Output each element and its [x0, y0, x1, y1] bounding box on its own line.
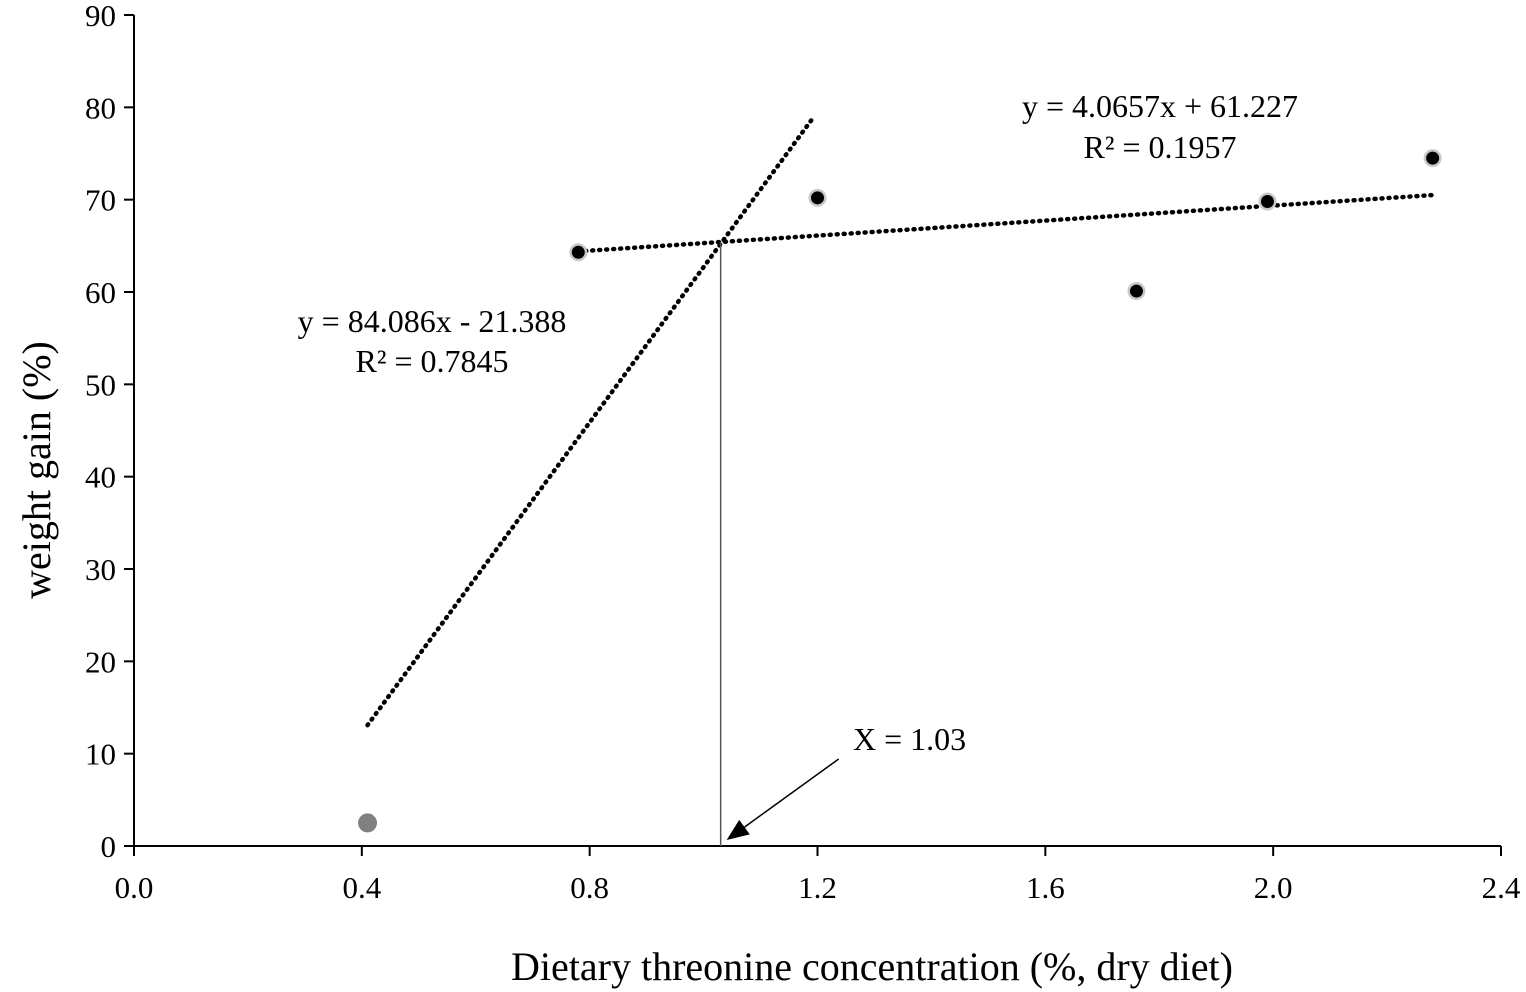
y-tick-label: 0: [101, 829, 117, 864]
x-tick-label: 2.4: [1482, 870, 1521, 905]
data-point: [811, 191, 824, 205]
breakpoint-arrowhead: [726, 819, 750, 840]
x-ticks: 0.0 0.4 0.8 1.2 1.6 2.0 2.4: [115, 846, 1521, 905]
y-tick-label: 90: [85, 0, 116, 33]
y-tick-label: 70: [85, 183, 116, 218]
data-points: [358, 149, 1442, 833]
trendline-2-r2: R² = 0.1957: [1084, 129, 1237, 165]
data-point: [358, 813, 378, 833]
trendline-1-equation: y = 84.086x - 21.388: [298, 303, 567, 339]
x-tick-label: 0.0: [115, 870, 154, 905]
x-tick-label: 1.6: [1026, 870, 1065, 905]
data-point: [1129, 284, 1143, 298]
y-axis-title: weight gain (%): [14, 341, 59, 599]
y-tick-label: 30: [85, 552, 116, 587]
data-point: [571, 245, 585, 259]
trendline-2: [576, 192, 1435, 254]
y-ticks: 0 10 20 30 40 50 60 70 80 90: [85, 0, 134, 864]
y-tick-label: 20: [85, 644, 116, 679]
y-tick-label: 80: [85, 90, 116, 125]
axes: [133, 15, 1501, 847]
data-point: [1426, 151, 1440, 165]
y-tick-label: 60: [85, 275, 116, 310]
x-tick-label: 0.4: [342, 870, 381, 905]
trendline-2-equation: y = 4.0657x + 61.227: [1022, 88, 1298, 124]
trendline-1-r2: R² = 0.7845: [356, 343, 509, 379]
y-tick-label: 50: [85, 367, 116, 402]
breakpoint-label: X = 1.03: [853, 721, 966, 757]
y-tick-label: 10: [85, 737, 116, 772]
x-tick-label: 0.8: [570, 870, 609, 905]
x-axis-title: Dietary threonine concentration (%, dry …: [511, 944, 1233, 989]
trendline-1: [365, 117, 815, 728]
trendlines: [365, 117, 1435, 728]
y-tick-label: 40: [85, 460, 116, 495]
x-tick-label: 1.2: [798, 870, 837, 905]
breakpoint-arrow: [744, 758, 840, 828]
data-point: [1260, 195, 1274, 209]
x-tick-label: 2.0: [1254, 870, 1293, 905]
